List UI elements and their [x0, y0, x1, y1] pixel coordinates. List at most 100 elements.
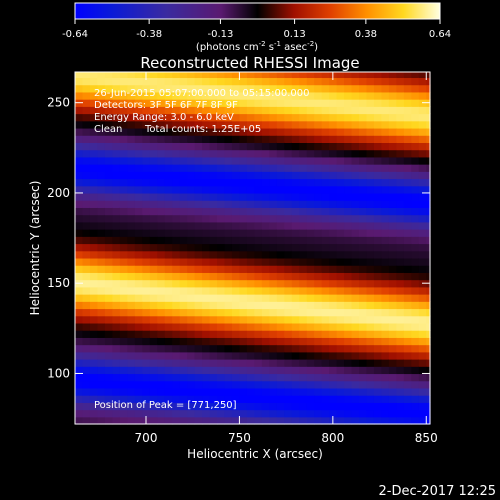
- heatmap-cell: [359, 142, 368, 151]
- heatmap-cell: [202, 192, 211, 201]
- heatmap-cell: [299, 395, 308, 403]
- heatmap-cell: [344, 84, 353, 93]
- heatmap-cell: [418, 84, 427, 93]
- heatmap-cell: [119, 387, 128, 396]
- heatmap-cell: [231, 301, 241, 310]
- heatmap-cell: [373, 91, 383, 100]
- heatmap-cell: [261, 402, 270, 411]
- heatmap-cell: [359, 192, 368, 201]
- heatmap-cell: [418, 192, 427, 201]
- heatmap-cell: [269, 366, 278, 375]
- heatmap-cell: [231, 322, 241, 331]
- heatmap-cell: [418, 395, 427, 403]
- heatmap-cell: [157, 120, 166, 129]
- colorbar-tick-label: -0.13: [207, 29, 233, 40]
- heatmap-cell: [269, 257, 278, 266]
- heatmap-cell: [89, 156, 99, 165]
- heatmap-cell: [202, 395, 211, 403]
- heatmap-cell: [351, 330, 360, 338]
- heatmap-cell: [209, 373, 218, 382]
- heatmap-cell: [269, 301, 278, 310]
- heatmap-cell: [329, 351, 338, 360]
- heatmap-cell: [344, 142, 353, 151]
- heatmap-cell: [149, 207, 158, 216]
- heatmap-cell: [231, 402, 241, 411]
- heatmap-cell: [246, 351, 255, 360]
- heatmap-cell: [366, 127, 375, 136]
- heatmap-cell: [329, 308, 338, 317]
- heatmap-cell: [202, 359, 211, 367]
- heatmap-cell: [344, 387, 353, 396]
- heatmap-cell: [89, 120, 99, 129]
- heatmap-cell: [396, 402, 405, 411]
- heatmap-cell: [217, 84, 226, 93]
- heatmap-cell: [351, 229, 360, 237]
- heatmap-cell: [164, 113, 173, 122]
- heatmap-cell: [396, 221, 405, 230]
- heatmap-cell: [269, 373, 278, 382]
- heatmap-cell: [381, 395, 390, 403]
- heatmap-cell: [366, 120, 375, 129]
- heatmap-cell: [127, 229, 136, 237]
- heatmap-cell: [89, 229, 99, 237]
- heatmap-cell: [157, 91, 166, 100]
- heatmap-cell: [299, 164, 308, 172]
- heatmap-cell: [359, 185, 368, 194]
- heatmap-cell: [396, 250, 405, 259]
- heatmap-cell: [187, 337, 196, 346]
- heatmap-cell: [187, 91, 196, 100]
- heatmap-cell: [231, 185, 241, 194]
- heatmap-cell: [284, 409, 293, 418]
- heatmap-cell: [344, 373, 353, 382]
- heatmap-cell: [231, 77, 241, 86]
- heatmap-cell: [426, 164, 431, 172]
- heatmap-cell: [89, 200, 99, 208]
- heatmap-cell: [134, 344, 143, 353]
- heatmap-cell: [179, 366, 188, 375]
- heatmap-cell: [276, 286, 285, 295]
- heatmap-cell: [291, 72, 300, 79]
- heatmap-cell: [231, 308, 241, 317]
- heatmap-cell: [261, 416, 270, 425]
- heatmap-cell: [403, 120, 412, 129]
- heatmap-cell: [299, 149, 308, 158]
- heatmap-cell: [82, 250, 91, 259]
- heatmap-cell: [127, 315, 136, 324]
- heatmap-cell: [246, 322, 255, 331]
- heatmap-cell: [172, 402, 181, 411]
- heatmap-cell: [329, 402, 338, 411]
- heatmap-cell: [276, 301, 285, 310]
- heatmap-cell: [119, 221, 128, 230]
- heatmap-cell: [381, 149, 390, 158]
- heatmap-cell: [411, 106, 420, 115]
- heatmap-cell: [149, 395, 158, 403]
- heatmap-cell: [112, 164, 121, 172]
- heatmap-cell: [403, 315, 412, 324]
- heatmap-cell: [187, 243, 196, 252]
- heatmap-cell: [164, 272, 173, 281]
- heatmap-cell: [344, 91, 353, 100]
- heatmap-cell: [209, 265, 218, 273]
- heatmap-cell: [336, 178, 345, 187]
- heatmap-cell: [321, 99, 330, 107]
- heatmap-cell: [388, 178, 397, 187]
- heatmap-cell: [202, 171, 211, 180]
- heatmap-cell: [351, 308, 360, 317]
- heatmap-cell: [254, 149, 263, 158]
- heatmap-cell: [344, 200, 353, 208]
- heatmap-cell: [276, 185, 285, 194]
- heatmap-cell: [344, 229, 353, 237]
- heatmap-cell: [224, 416, 233, 425]
- heatmap-cell: [329, 142, 338, 151]
- heatmap-cell: [119, 200, 128, 208]
- heatmap-cell: [284, 127, 293, 136]
- heatmap-cell: [306, 106, 315, 115]
- heatmap-cell: [112, 221, 121, 230]
- heatmap-cell: [426, 337, 431, 346]
- heatmap-cell: [149, 286, 158, 295]
- heatmap-cell: [97, 207, 106, 216]
- heatmap-cell: [172, 192, 181, 201]
- heatmap-cell: [224, 149, 233, 158]
- heatmap-cell: [284, 149, 293, 158]
- heatmap-cell: [396, 380, 405, 389]
